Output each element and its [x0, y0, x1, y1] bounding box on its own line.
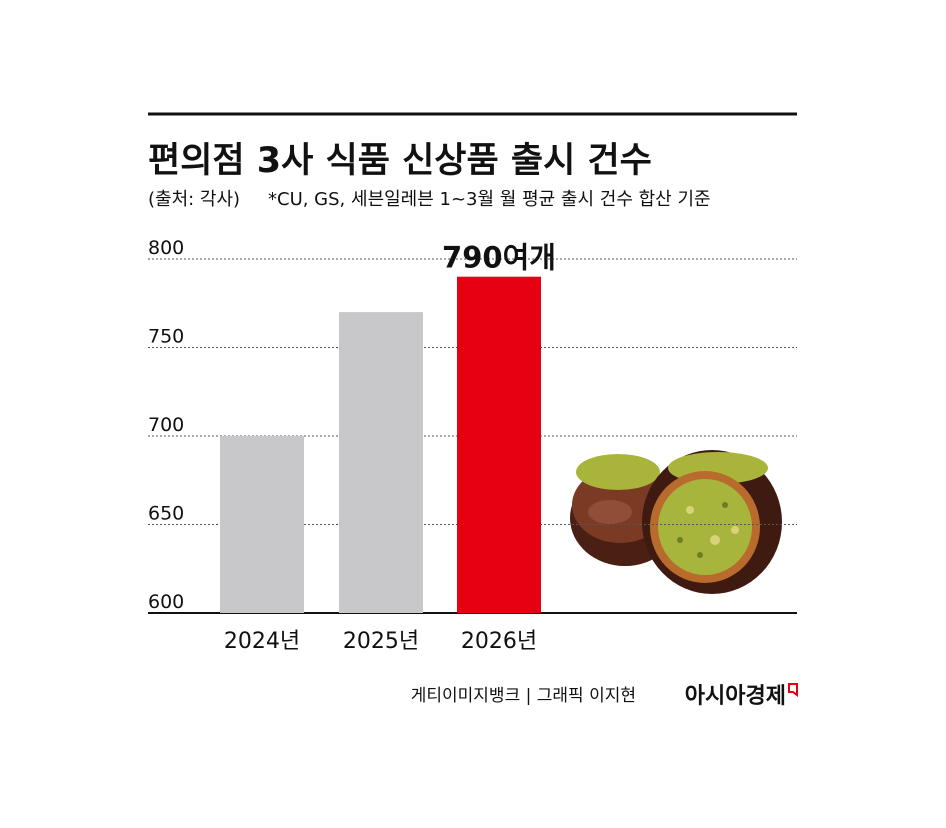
x-tick-label: 2025년	[343, 629, 419, 654]
x-tick-label: 2024년	[224, 629, 300, 654]
y-tick-label: 700	[148, 414, 184, 436]
brand: 아시아경제	[685, 684, 786, 709]
y-tick-label: 650	[148, 503, 184, 525]
y-tick-label: 800	[148, 237, 184, 259]
value-label: 790여개	[442, 241, 556, 275]
y-tick-label: 750	[148, 326, 184, 348]
bar	[457, 276, 541, 613]
bar	[339, 312, 423, 613]
source: (출처: 각사)	[148, 189, 240, 210]
x-tick-label: 2026년	[461, 629, 537, 654]
brand-mark	[788, 683, 798, 697]
y-tick-label: 600	[148, 591, 184, 613]
chart-title: 편의점 3사 식품 신상품 출시 건수	[148, 141, 652, 181]
note: *CU, GS, 세븐일레븐 1~3월 월 평균 출시 건수 합산 기준	[268, 189, 711, 210]
credit: 게티이미지뱅크 | 그래픽 이지현	[411, 686, 636, 706]
bar	[220, 436, 304, 613]
dessert-illustration	[570, 450, 782, 594]
